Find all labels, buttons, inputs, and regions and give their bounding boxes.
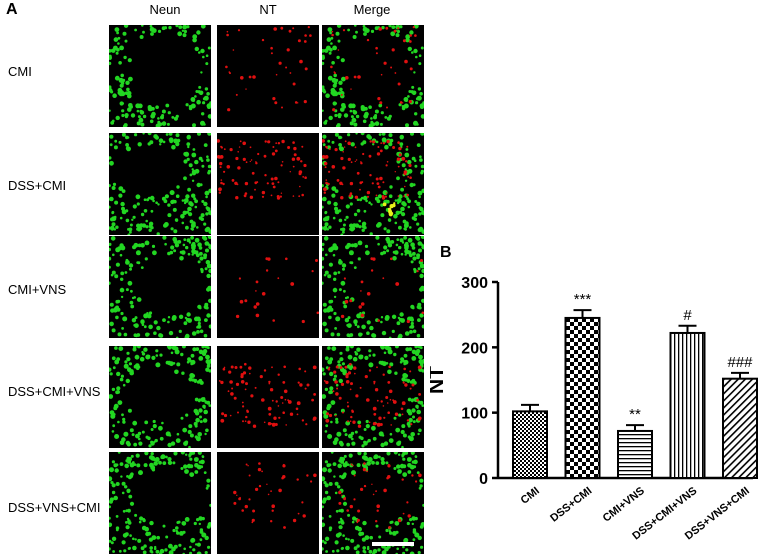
row-label-cmi: CMI: [8, 64, 32, 79]
bar-3: [617, 429, 653, 480]
bar-1: [512, 410, 548, 479]
significance-label-3: **: [629, 406, 641, 423]
x-tick-label-2: DSS+CMI: [548, 485, 594, 525]
bar-4: [669, 331, 706, 479]
micrograph-neun-row-1: [109, 25, 211, 127]
column-header-merge: Merge: [353, 2, 391, 17]
row-label-dss-cmi-vns: DSS+CMI+VNS: [8, 384, 101, 399]
nt-bar-chart: 0100200300NTCMI***DSS+CMI**CMI+VNS#DSS+C…: [430, 275, 758, 543]
scale-bar: [372, 542, 414, 546]
micrograph-neun-row-2: [109, 133, 211, 235]
micrograph-nt-row-3: [217, 236, 319, 338]
y-tick-label: 0: [479, 471, 488, 488]
micrograph-nt-row-4: [217, 346, 319, 448]
y-tick-label: 100: [461, 406, 488, 423]
micrograph-nt-row-1: [217, 25, 319, 127]
panel-a-letter: A: [6, 1, 18, 18]
micrograph-merge-row-4: [322, 346, 424, 448]
y-axis-label: NT: [430, 366, 448, 394]
bar-2: [564, 316, 601, 479]
significance-label-2: ***: [574, 291, 592, 308]
row-label-dss-vns-cmi: DSS+VNS+CMI: [8, 500, 101, 515]
micrograph-nt-row-5: [217, 452, 319, 554]
micrograph-neun-row-5: [109, 452, 211, 554]
x-tick-label-1: CMI: [519, 485, 542, 507]
column-header-nt: NT: [259, 2, 277, 17]
micrograph-merge-row-3: [322, 236, 424, 338]
micrograph-merge-row-1: [322, 25, 424, 127]
row-label-cmi-vns: CMI+VNS: [8, 282, 67, 297]
micrograph-merge-row-2: [322, 133, 424, 235]
bar-5: [722, 377, 758, 479]
x-tick-label-3: CMI+VNS: [601, 485, 647, 525]
significance-label-4: #: [683, 307, 692, 324]
y-tick-label: 300: [461, 275, 488, 292]
y-tick-label: 200: [461, 340, 488, 357]
micrograph-nt-row-2: [217, 133, 319, 235]
panel-b-letter: B: [440, 244, 452, 261]
micrograph-neun-row-3: [109, 236, 211, 338]
row-label-dss-cmi: DSS+CMI: [8, 178, 67, 193]
significance-label-5: ###: [727, 354, 753, 371]
micrograph-neun-row-4: [109, 346, 211, 448]
micrograph-merge-row-5: [322, 452, 424, 554]
column-header-neun: Neun: [149, 2, 181, 17]
